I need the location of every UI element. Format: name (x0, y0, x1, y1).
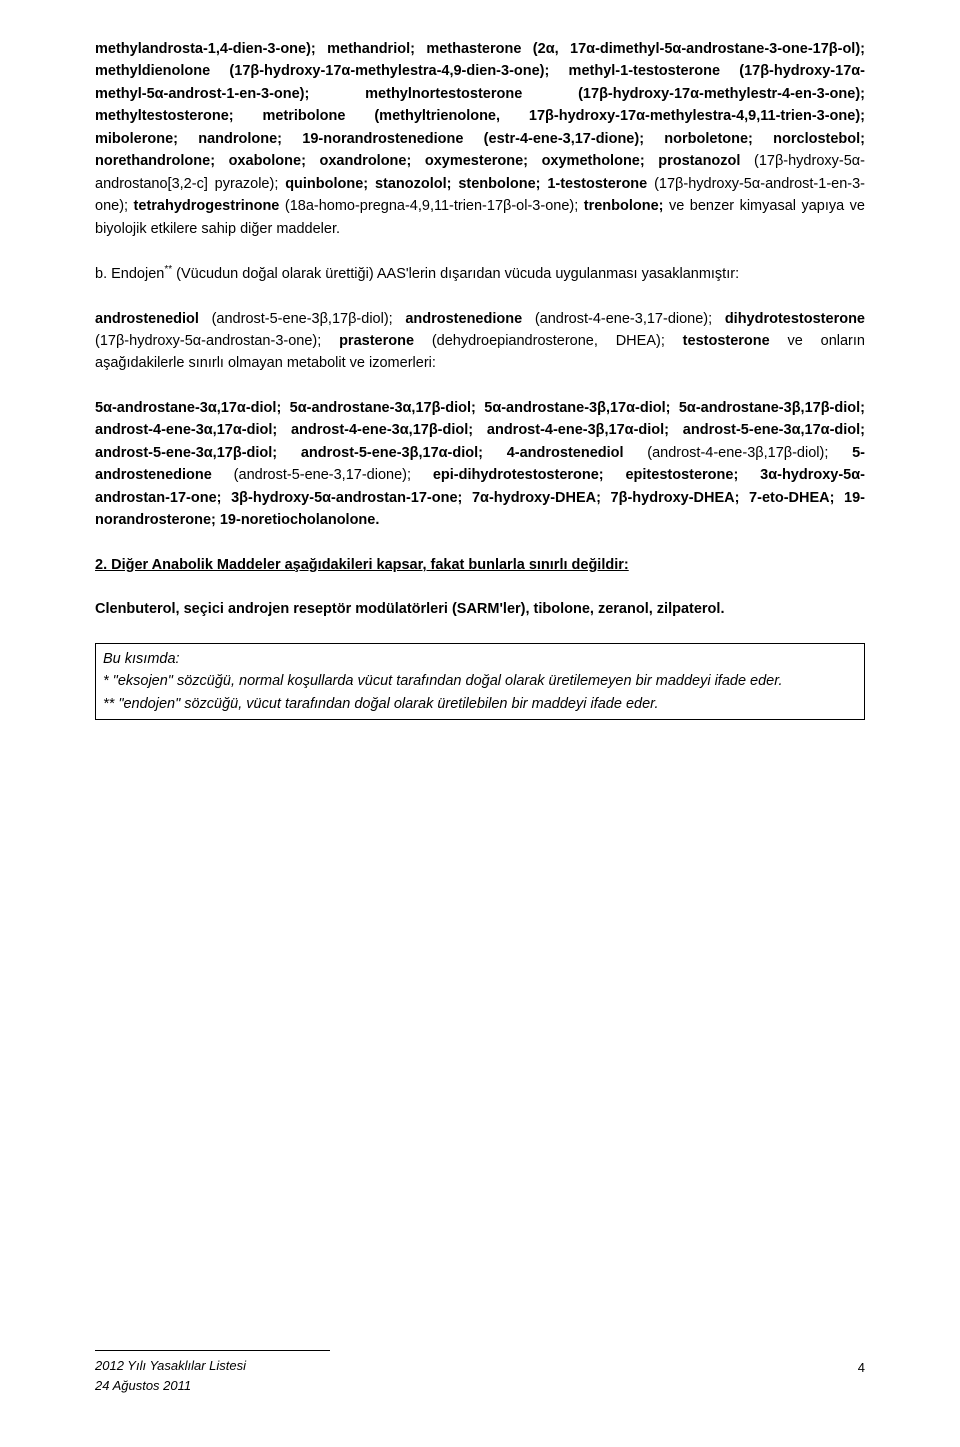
para2-p4: (dehydroepiandrosterone, DHEA); (432, 333, 683, 349)
box-line-3: ** "endojen" sözcüğü, vücut tarafından d… (103, 693, 857, 715)
footer-divider (95, 1350, 330, 1351)
para2-b4: prasterone (339, 333, 432, 349)
para2-p2: (androst-4-ene-3,17-dione); (535, 311, 725, 327)
para3-p2: (androst-5-ene-3,17-dione); (234, 467, 433, 483)
box-line-1: Bu kısımda: (103, 648, 857, 670)
paragraph-b: b. Endojen** (Vücudun doğal olarak ürett… (95, 262, 865, 285)
para1-plain3: (18a-homo-pregna-4,9,11-trien-17β-ol-3-o… (285, 198, 584, 214)
section-heading-2: 2. Diğer Anabolik Maddeler aşağıdakileri… (95, 554, 865, 576)
para-b-rest: (Vücudun doğal olarak ürettiği) AAS'leri… (172, 266, 739, 282)
footer-line-2: 24 Ağustos 2011 (95, 1376, 246, 1396)
paragraph-2: androstenediol (androst-5-ene-3β,17β-dio… (95, 308, 865, 375)
clen-text: Clenbuterol, seçici androjen reseptör mo… (95, 601, 724, 617)
para2-b5: testosterone (683, 333, 788, 349)
footer-left: 2012 Yılı Yasaklılar Listesi 24 Ağustos … (95, 1356, 246, 1395)
para3-p1: (androst-4-ene-3β,17β-diol); (647, 445, 852, 461)
para2-b1: androstenediol (95, 311, 212, 327)
para-b-lead: b. Endojen (95, 266, 164, 282)
para2-b3: dihydrotestosterone (725, 311, 865, 327)
box-line-2: * "eksojen" sözcüğü, normal koşullarda v… (103, 670, 857, 692)
para2-p3: (17β-hydroxy-5α-androstan-3-one); (95, 333, 339, 349)
definition-box: Bu kısımda: * "eksojen" sözcüğü, normal … (95, 643, 865, 720)
clenbuterol-paragraph: Clenbuterol, seçici androjen reseptör mo… (95, 598, 865, 620)
page-number: 4 (858, 1360, 865, 1375)
para1-bold4: trenbolone; (584, 198, 669, 214)
para-b-superscript: ** (164, 264, 172, 275)
heading-2-text: 2. Diğer Anabolik Maddeler aşağıdakileri… (95, 557, 629, 573)
paragraph-1: methylandrosta-1,4-dien-3-one); methandr… (95, 38, 865, 240)
footer-line-1: 2012 Yılı Yasaklılar Listesi (95, 1356, 246, 1376)
para2-p1: (androst-5-ene-3β,17β-diol); (212, 311, 406, 327)
para1-bold-main: methylandrosta-1,4-dien-3-one); methandr… (95, 41, 865, 169)
para1-bold3: tetrahydrogestrinone (134, 198, 285, 214)
paragraph-3: 5α-androstane-3α,17α-diol; 5α-androstane… (95, 397, 865, 532)
para2-b2: androstenedione (405, 311, 534, 327)
para1-bold2: quinbolone; stanozolol; stenbolone; 1-te… (285, 176, 654, 192)
